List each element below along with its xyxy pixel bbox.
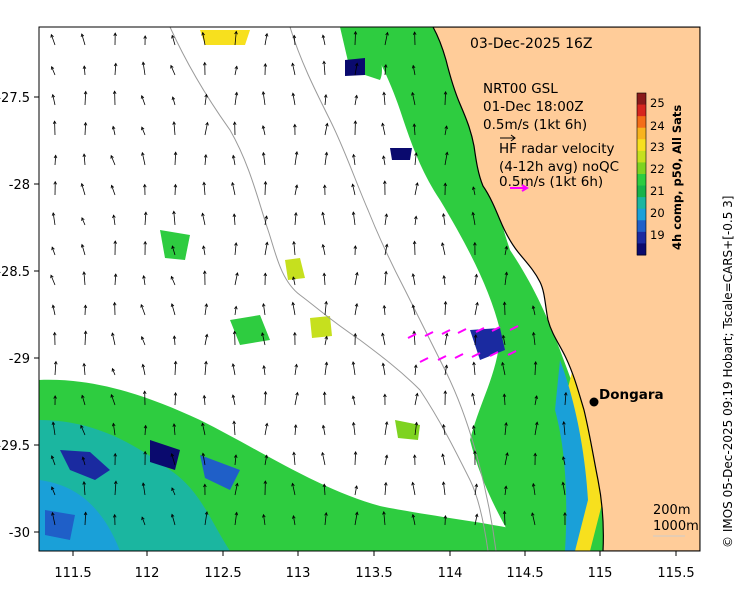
x-tick-label: 112 bbox=[135, 566, 160, 581]
colorbar-tick-label: 20 bbox=[650, 206, 665, 220]
x-tick-label: 115.5 bbox=[657, 566, 694, 581]
colorbar-segment bbox=[637, 151, 646, 163]
colorbar-segment bbox=[637, 232, 646, 244]
dongara-label: Dongara bbox=[599, 387, 664, 403]
y-tick-label: -29 bbox=[9, 352, 30, 367]
isobath-200-label: 200m bbox=[653, 503, 690, 518]
colorbar-segment bbox=[637, 209, 646, 221]
y-axis: -27.5 -28 -28.5 -29 -29.5 -30 bbox=[0, 91, 39, 541]
imos-side-label: © IMOS 05-Dec-2025 09:19 Hobart; Tscale=… bbox=[721, 196, 735, 548]
model-arrow bbox=[265, 182, 266, 195]
model-scale: 0.5m/s (1kt 6h) bbox=[483, 117, 587, 133]
colorbar-tick-label: 19 bbox=[650, 228, 665, 242]
x-axis: 111.5 112 112.5 113 113.5 114 114.5 115 115.5 bbox=[54, 551, 694, 581]
colorbar-tick-label: 21 bbox=[650, 184, 665, 198]
isobath-1000-label: 1000m bbox=[653, 519, 699, 534]
x-tick-label: 115 bbox=[588, 566, 613, 581]
y-tick-label: -30 bbox=[9, 526, 30, 541]
y-tick-label: -28.5 bbox=[0, 265, 30, 280]
x-tick-label: 113 bbox=[286, 566, 311, 581]
model-title: NRT00 GSL bbox=[483, 81, 558, 97]
x-tick-label: 112.5 bbox=[204, 566, 241, 581]
colorbar-segment bbox=[637, 162, 646, 174]
colorbar-segment bbox=[637, 116, 646, 128]
colorbar-segment bbox=[637, 197, 646, 209]
datetime-title: 03-Dec-2025 16Z bbox=[470, 36, 593, 52]
y-tick-label: -27.5 bbox=[0, 91, 30, 106]
colorbar-tick-label: 25 bbox=[650, 96, 665, 110]
x-tick-label: 111.5 bbox=[54, 566, 91, 581]
dongara-marker bbox=[590, 398, 599, 407]
colorbar-segment bbox=[637, 93, 646, 105]
x-tick-label: 114.5 bbox=[506, 566, 543, 581]
radar-desc: (4-12h avg) noQC bbox=[499, 159, 619, 175]
colorbar-tick-label: 22 bbox=[650, 162, 665, 176]
model-arrow bbox=[504, 511, 505, 525]
colorbar-segment bbox=[637, 128, 646, 140]
colorbar-segment bbox=[637, 220, 646, 232]
colorbar-segment bbox=[637, 186, 646, 198]
colorbar-label: 4h comp, p50, All Sats bbox=[670, 105, 684, 250]
model-arrow bbox=[355, 32, 356, 45]
model-time: 01-Dec 18:00Z bbox=[483, 99, 584, 115]
colorbar-segment bbox=[637, 243, 646, 255]
colorbar-segment bbox=[637, 174, 646, 186]
colorbar-segment bbox=[637, 105, 646, 117]
colorbar-tick-label: 23 bbox=[650, 140, 665, 154]
y-tick-label: -28 bbox=[9, 178, 30, 193]
x-tick-label: 113.5 bbox=[355, 566, 392, 581]
radar-title: HF radar velocity bbox=[499, 141, 614, 157]
model-arrow bbox=[175, 185, 176, 195]
y-tick-label: -29.5 bbox=[0, 439, 30, 454]
colorbar-segment bbox=[637, 139, 646, 151]
colorbar-tick-label: 24 bbox=[650, 119, 665, 133]
x-tick-label: 114 bbox=[438, 566, 463, 581]
